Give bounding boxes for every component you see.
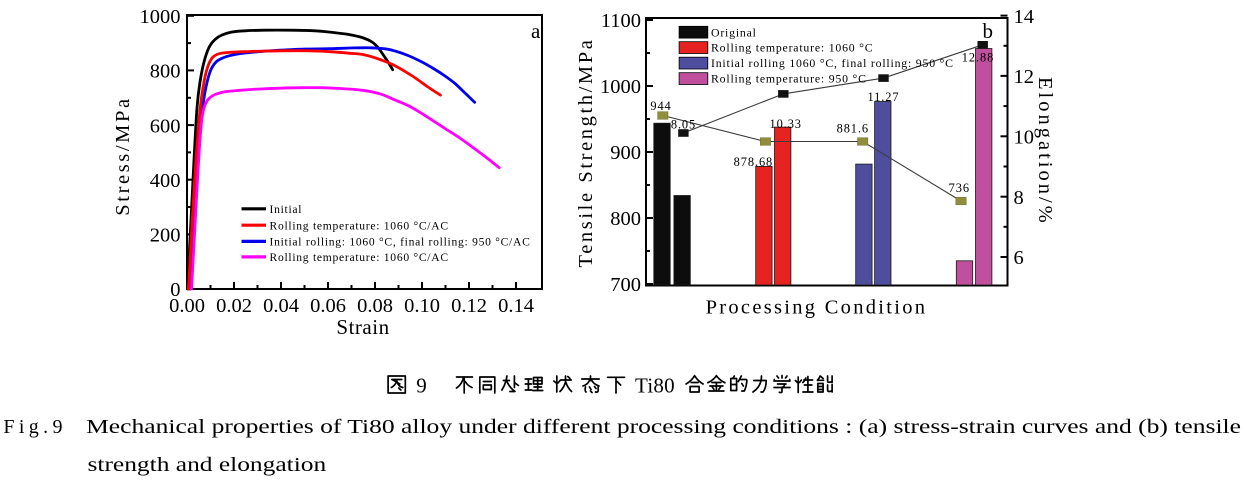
svg-text:1000: 1000 [140,6,181,28]
svg-text:0.00: 0.00 [169,295,205,317]
svg-text:12: 12 [1014,66,1035,88]
svg-text:9: 9 [416,374,427,398]
svg-text:Ti80: Ti80 [635,374,675,398]
svg-text:b: b [983,19,994,43]
svg-text:736: 736 [949,181,970,195]
svg-text:0.04: 0.04 [263,295,299,317]
svg-text:Original: Original [711,25,757,39]
svg-text:1100: 1100 [601,10,641,32]
svg-text:0: 0 [170,279,180,301]
svg-text:Strain: Strain [336,315,389,339]
svg-text:14: 14 [1014,6,1035,28]
svg-text:400: 400 [150,170,181,192]
svg-text:11.27: 11.27 [868,90,900,104]
svg-text:Tensile Strength/MPa: Tensile Strength/MPa [575,38,597,268]
svg-text:Rolling temperature: 1060 °C: Rolling temperature: 1060 °C [711,41,873,55]
svg-text:881.6: 881.6 [837,122,869,136]
svg-text:900: 900 [610,142,641,164]
svg-text:Rolling temperature: 1060 °C/A: Rolling temperature: 1060 °C/AC [270,251,449,264]
svg-text:0.02: 0.02 [216,295,252,317]
svg-text:6: 6 [1014,247,1024,269]
svg-text:a: a [531,19,541,43]
svg-text:600: 600 [150,115,181,137]
svg-text:800: 800 [610,208,641,230]
svg-text:10: 10 [1014,127,1035,149]
svg-text:0.14: 0.14 [498,295,534,317]
svg-text:Rolling temperature: 950 °C: Rolling temperature: 950 °C [711,72,867,86]
svg-text:strength and elongation: strength and elongation [88,454,327,476]
svg-text:Initial rolling: 1060 °C, fina: Initial rolling: 1060 °C, final rolling:… [270,236,531,249]
svg-text:Mechanical properties of Ti80: Mechanical properties of Ti80 alloy unde… [86,416,1241,438]
svg-text:Stress/MPa: Stress/MPa [112,96,134,215]
svg-text:8: 8 [1014,187,1024,209]
svg-text:10.33: 10.33 [770,117,802,131]
svg-text:Fig.9: Fig.9 [3,416,62,438]
svg-text:200: 200 [150,225,181,247]
svg-text:1000: 1000 [600,76,641,98]
svg-text:0.12: 0.12 [451,295,487,317]
svg-text:Initial rolling 1060 °C, fina: Initial rolling 1060 °C, final rolling: … [711,56,954,70]
svg-text:Elongation/%: Elongation/% [1034,77,1056,226]
svg-text:0.10: 0.10 [404,295,440,317]
svg-text:0.08: 0.08 [357,295,393,317]
svg-text:944: 944 [650,99,671,113]
svg-text:878.68: 878.68 [734,155,773,169]
svg-text:800: 800 [150,61,181,83]
svg-text:700: 700 [610,274,641,296]
svg-text:Initial: Initial [270,203,303,216]
svg-text:12.88: 12.88 [962,51,994,65]
svg-text:0.06: 0.06 [310,295,346,317]
svg-text:Rolling temperature: 1060 °C/A: Rolling temperature: 1060 °C/AC [270,220,449,233]
svg-text:8.05: 8.05 [671,118,696,132]
